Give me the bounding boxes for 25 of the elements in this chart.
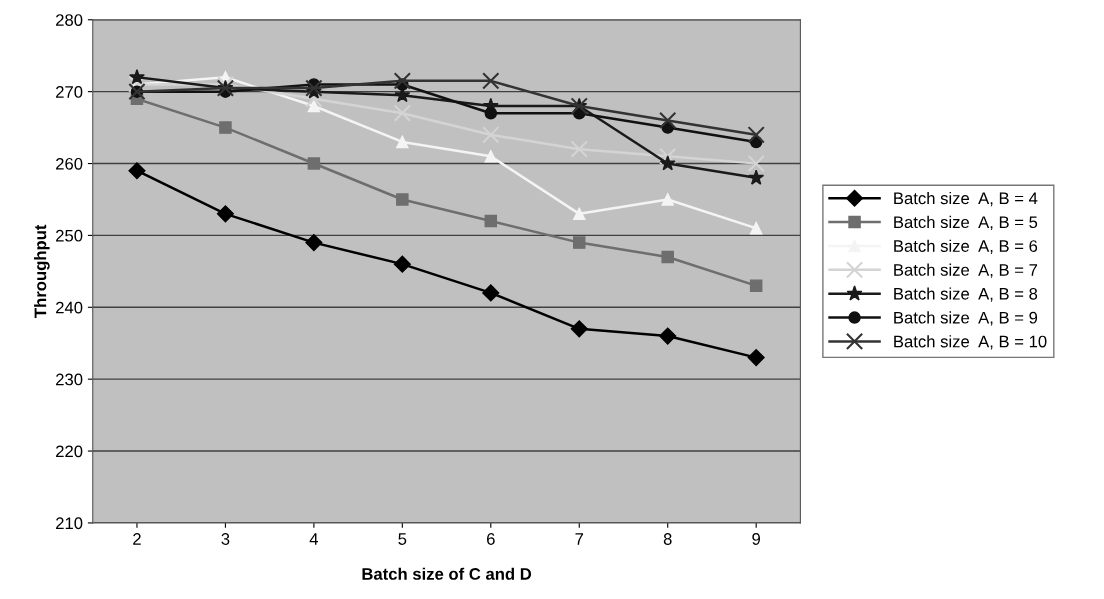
x-tick-label: 5 <box>398 533 407 545</box>
legend-label: Batch size A, B = 8 <box>894 287 1038 302</box>
x-tick-label: 7 <box>575 533 584 545</box>
y-tick-label: 210 <box>56 517 83 530</box>
y-tick-label: 220 <box>56 445 83 458</box>
y-axis-title: Throughput <box>34 224 50 318</box>
y-tick-label: 280 <box>56 14 83 26</box>
y-tick-label: 230 <box>56 373 83 386</box>
y-tick-label: 240 <box>56 301 83 314</box>
x-tick-label: 3 <box>221 533 230 545</box>
legend-label: Batch size A, B = 5 <box>894 215 1038 231</box>
y-tick-label: 250 <box>56 229 83 242</box>
legend-label: Batch size A, B = 10 <box>894 335 1047 350</box>
x-tick-label: 4 <box>309 533 319 545</box>
legend-label: Batch size A, B = 6 <box>894 239 1038 254</box>
legend-label: Batch size A, B = 9 <box>894 311 1038 326</box>
legend-label: Batch size A, B = 7 <box>894 263 1038 278</box>
x-tick-label: 9 <box>752 533 761 545</box>
x-tick-label: 8 <box>663 533 672 545</box>
x-tick-label: 6 <box>487 533 495 545</box>
y-tick-label: 270 <box>56 86 83 98</box>
y-tick-label: 260 <box>56 157 83 170</box>
x-axis-title: Batch size of C and D <box>362 567 532 580</box>
legend-label: Batch size A, B = 4 <box>894 191 1038 207</box>
x-tick-label: 2 <box>133 533 141 545</box>
